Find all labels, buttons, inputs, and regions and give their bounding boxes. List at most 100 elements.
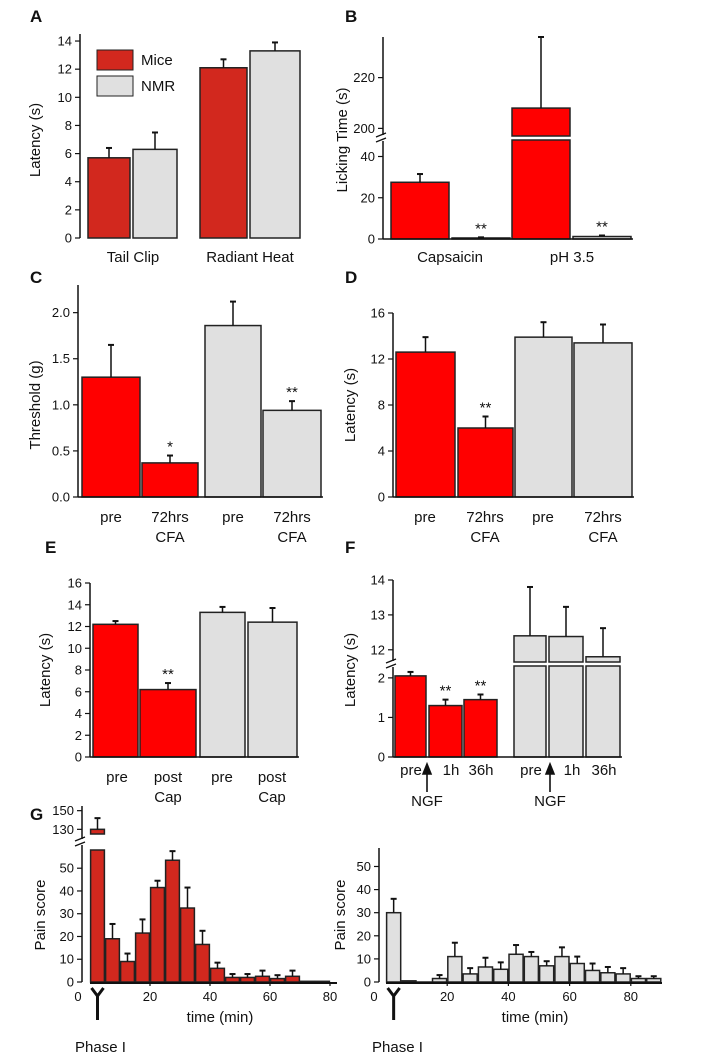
arrow-up-icon [421, 761, 433, 792]
bar [199, 611, 246, 758]
bar [149, 886, 166, 983]
legend-label: NMR [141, 78, 175, 95]
bar [645, 977, 662, 983]
y-tick-label: 12 [371, 642, 385, 657]
y-tick-label: 13 [371, 607, 385, 622]
y-tick-label: 0 [368, 232, 375, 247]
bar [179, 907, 196, 983]
bar [224, 976, 241, 983]
x-tick-label: 40 [501, 989, 515, 1004]
y-tick-label: 130 [52, 822, 74, 837]
bar [457, 427, 514, 498]
axis-break-mark [74, 836, 86, 842]
y-axis-label: Latency (s) [342, 633, 359, 707]
y-tick-label: 14 [58, 34, 72, 49]
x-tick-label: 20 [440, 989, 454, 1004]
x-tick-label: pre [211, 769, 233, 786]
treatment-label: NGF [534, 793, 566, 810]
panel-letter: E [45, 538, 56, 557]
bar [269, 977, 286, 983]
x-tick-label: pre [532, 509, 554, 526]
y-tick-label: 10 [60, 952, 74, 967]
y-axis-label: Threshold (g) [27, 360, 44, 449]
y-tick-label: 30 [60, 906, 74, 921]
y-tick-label: 50 [60, 861, 74, 876]
injection-marker-icon [386, 987, 401, 1020]
bar [239, 976, 256, 983]
panel-d: D ** pre 72hrs CFA pre 72hrs CFA 0 4 8 12 16 Latency … [342, 268, 634, 546]
bar [394, 675, 427, 758]
y-tick-label: 1.5 [52, 351, 70, 366]
bar [401, 980, 417, 983]
legend-label: Mice [141, 52, 173, 69]
x-tick-label: Cap [258, 789, 286, 806]
y-tick-label: 4 [65, 174, 72, 189]
y-tick-label: 200 [353, 121, 375, 136]
x-tick-label: 36h [591, 762, 616, 779]
bar [249, 50, 301, 239]
bar [538, 965, 555, 983]
bar [585, 656, 621, 663]
bar [514, 336, 573, 498]
significance-label: * [167, 439, 173, 456]
treatment-label: NGF [411, 793, 443, 810]
x-tick-label: pH 3.5 [550, 249, 594, 266]
y-tick-label: 8 [378, 398, 385, 413]
bar [492, 968, 509, 983]
bar [209, 967, 226, 983]
bar [573, 342, 633, 498]
y-tick-label: 2 [75, 728, 82, 743]
x-axis-label: time (min) [187, 1009, 254, 1026]
bar [630, 977, 647, 983]
bar [513, 665, 547, 758]
bar [199, 67, 248, 239]
x-tick-label: CFA [588, 529, 617, 546]
y-tick-label: 30 [357, 905, 371, 920]
panel-e: E ** pre post Cap pre post Cap 0 2 4 6 8 10 12 14 16 Late… [37, 538, 299, 806]
x-tick-label: pre [106, 769, 128, 786]
y-tick-label: 16 [371, 306, 385, 321]
y-tick-label: 2 [378, 670, 385, 685]
bar [385, 911, 402, 983]
x-tick-label: pre [520, 762, 542, 779]
y-tick-label: 10 [58, 90, 72, 105]
bar [511, 107, 571, 137]
x-tick-label: 60 [263, 989, 277, 1004]
y-tick-label: 8 [65, 118, 72, 133]
y-tick-label: 150 [52, 803, 74, 818]
bar [247, 621, 298, 758]
x-tick-label: CFA [155, 529, 184, 546]
significance-label: ** [475, 220, 487, 237]
x-tick-label: 1h [564, 762, 581, 779]
y-tick-label: 6 [65, 146, 72, 161]
y-tick-label: 1 [378, 710, 385, 725]
x-tick-label: 20 [143, 989, 157, 1004]
axis-break-gap [76, 839, 84, 845]
y-tick-label: 2 [65, 202, 72, 217]
y-axis-label: Pain score [332, 880, 349, 951]
x-tick-label: Radiant Heat [206, 249, 294, 266]
x-axis-label: time (min) [502, 1009, 569, 1026]
y-tick-label: 20 [60, 929, 74, 944]
panel-g1: G 0 20 40 60 80 time (min) Phase I 0 10 20 30 40 50 13… [30, 803, 337, 1056]
bar [194, 943, 211, 983]
x-tick-label: 60 [562, 989, 576, 1004]
x-tick-label: 72hrs [466, 509, 504, 526]
bar [92, 623, 139, 758]
bar [132, 148, 178, 239]
x-tick-label: 1h [443, 762, 460, 779]
panel-letter: B [345, 7, 357, 26]
injection-marker-icon [90, 987, 105, 1020]
y-tick-label: 20 [357, 928, 371, 943]
significance-label: ** [475, 677, 487, 694]
bar [462, 973, 478, 983]
y-tick-label: 8 [75, 663, 82, 678]
y-tick-label: 40 [60, 883, 74, 898]
y-axis-label: Latency (s) [27, 103, 44, 177]
x-tick-label: pre [100, 509, 122, 526]
phase-label: Phase I [75, 1039, 126, 1056]
y-tick-label: 40 [361, 149, 375, 164]
bar [89, 828, 106, 835]
